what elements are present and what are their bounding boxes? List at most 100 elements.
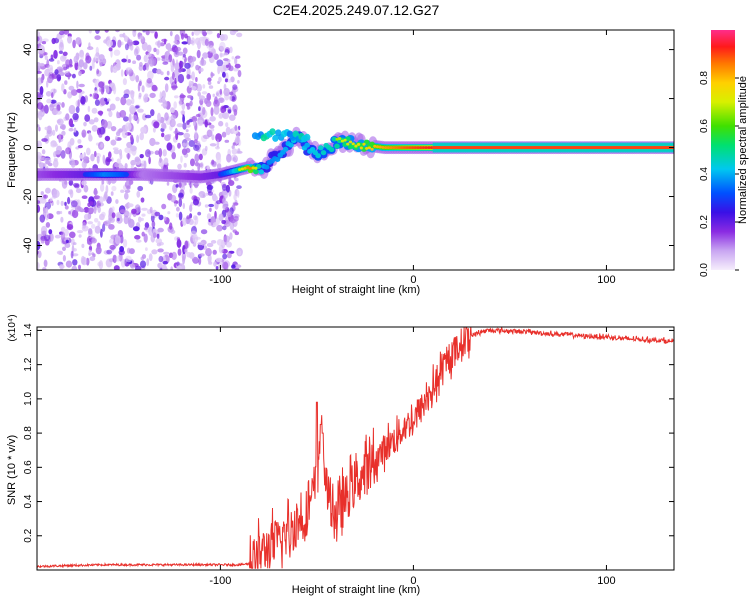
spectrogram-noise-cell: [80, 53, 84, 61]
spectrogram-noise-cell: [75, 37, 82, 45]
spectrogram-noise-cell: [45, 222, 51, 228]
spectrogram-noise-cell: [98, 54, 105, 62]
spectrogram-noise-cell: [158, 148, 163, 158]
spectrogram-noise-cell: [93, 117, 99, 123]
spectrogram-noise-cell: [94, 53, 100, 62]
spectrogram-noise-cell: [182, 255, 186, 265]
spectrogram-noise-cell: [156, 68, 162, 75]
spectrogram-noise-cell: [164, 83, 169, 93]
spectrogram-noise-cell: [72, 242, 77, 246]
spectrogram-noise-cell: [224, 139, 230, 143]
colorbar-tick-label: 0.2: [699, 215, 710, 229]
spectrogram-noise-cell: [65, 239, 69, 244]
spectrogram-noise-cell: [97, 110, 104, 116]
spectrogram-noise-cell: [37, 31, 41, 37]
spectrogram-noise-cell: [142, 30, 146, 33]
spectrogram-noise-cell: [207, 51, 213, 59]
spectrogram-noise-cell: [215, 257, 223, 263]
spectrogram-noise-cell: [216, 92, 219, 96]
spectrogram-noise-cell: [171, 251, 177, 260]
spectrogram-noise-cell: [39, 62, 45, 67]
spectrogram-noise-cell: [193, 30, 201, 36]
spectrogram-noise-cell: [132, 40, 140, 46]
spectrogram-noise-cell: [190, 182, 193, 188]
spectrogram-noise-cell: [151, 220, 156, 228]
ridge-cell: [251, 166, 255, 170]
spectrogram-noise-cell: [58, 50, 64, 54]
spectrogram-noise-cell: [196, 83, 203, 92]
spectrogram-noise-cell: [45, 207, 48, 213]
spectrogram-noise-cell: [198, 106, 201, 112]
colorbar-tick-label: 0.0: [699, 263, 710, 277]
colorbar-label: Normalized spectral amplitude: [737, 76, 749, 224]
spectrogram-noise-cell: [219, 88, 223, 95]
spectrogram-noise-cell: [176, 239, 182, 248]
spectrogram-noise-cell: [49, 197, 53, 202]
spectrogram-noise-cell: [126, 185, 131, 190]
spectrogram-noise-cell: [123, 239, 128, 248]
spectrogram-noise-cell: [202, 107, 206, 115]
spectrogram-noise-cell: [98, 196, 104, 204]
spectrogram-noise-cell: [229, 114, 236, 121]
spectrogram-noise-cell: [106, 108, 112, 112]
spectrogram-noise-cell: [225, 64, 229, 69]
spectrogram-noise-cell: [170, 107, 175, 114]
spectrogram-noise-cell: [112, 254, 117, 264]
spectrogram-noise-cell: [194, 37, 201, 45]
snr-y-tick-label: 1.0: [23, 391, 34, 405]
spectrogram-noise-cell: [72, 113, 79, 121]
spectrogram-noise-cell: [71, 161, 76, 168]
spectrogram-noise-cell: [126, 247, 131, 254]
spectrogram-noise-cell: [151, 212, 155, 217]
spectrogram-noise-cell: [120, 258, 126, 268]
spectrogram-noise-cell: [65, 59, 71, 67]
spectrogram-noise-cell: [60, 226, 66, 232]
spectrogram-noise-cell: [68, 85, 75, 91]
spectrogram-noise-cell: [148, 253, 153, 262]
spectrogram-noise-cell: [65, 260, 73, 268]
spectrogram-noise-cell: [37, 102, 44, 110]
ridge-cell: [263, 164, 270, 170]
spectrogram-noise-cell: [77, 99, 80, 108]
spectrogram-noise-cell: [234, 57, 238, 65]
spectrogram-noise-cell: [115, 96, 120, 102]
spectrogram-noise-cell: [138, 92, 142, 98]
spectrogram-noise-cell: [94, 218, 99, 223]
ridge-cell: [400, 146, 404, 150]
spectrogram-noise-cell: [221, 219, 227, 225]
spectrogram-noise-cell: [123, 215, 129, 225]
spectrogram-noise-cell: [163, 38, 167, 45]
spectrogram-noise-cell: [109, 103, 116, 111]
spectrogram-noise-cell: [110, 64, 114, 73]
spectrogram-noise-cell: [95, 46, 99, 56]
ridge-cell: [402, 146, 407, 150]
spectrogram-noise-cell: [154, 141, 160, 145]
spectrogram-noise-cell: [111, 206, 115, 212]
spectrogram-noise-cell: [146, 258, 150, 267]
spectrogram-noise-cell: [62, 246, 66, 251]
spectrogram-noise-cell: [213, 261, 217, 267]
spectrogram-noise-cell: [37, 36, 40, 42]
spectrogram-noise-cell: [110, 139, 117, 146]
spectrogram-noise-cell: [67, 91, 73, 99]
spectrogram-noise-cell: [41, 41, 47, 45]
spectrogram-noise-cell: [202, 84, 206, 89]
spectrogram-noise-cell: [174, 95, 179, 99]
spectrogram-noise-cell: [237, 80, 240, 84]
spectrogram-noise-cell: [164, 76, 170, 81]
spectrogram-noise-cell: [46, 98, 52, 104]
figure-title: C2E4.2025.249.07.12.G27: [273, 2, 440, 18]
spectrogram-noise-cell: [153, 47, 157, 53]
spectrogram-noise-cell: [176, 123, 183, 128]
spectrogram-noise-cell: [49, 103, 54, 112]
spectrogram-noise-cell: [60, 216, 64, 223]
spectrogram-noise-cell: [216, 155, 222, 165]
spectrogram-noise-cell: [89, 201, 94, 206]
spectrogram-noise-cell: [161, 103, 167, 107]
spectrogram-noise-cell: [141, 85, 145, 93]
spectrogram-cells: [37, 30, 674, 270]
spectrogram-noise-cell: [222, 204, 229, 211]
ridge-cell: [315, 153, 321, 159]
spectrogram-noise-cell: [174, 202, 177, 207]
spectrogram-noise-cell: [167, 133, 172, 138]
